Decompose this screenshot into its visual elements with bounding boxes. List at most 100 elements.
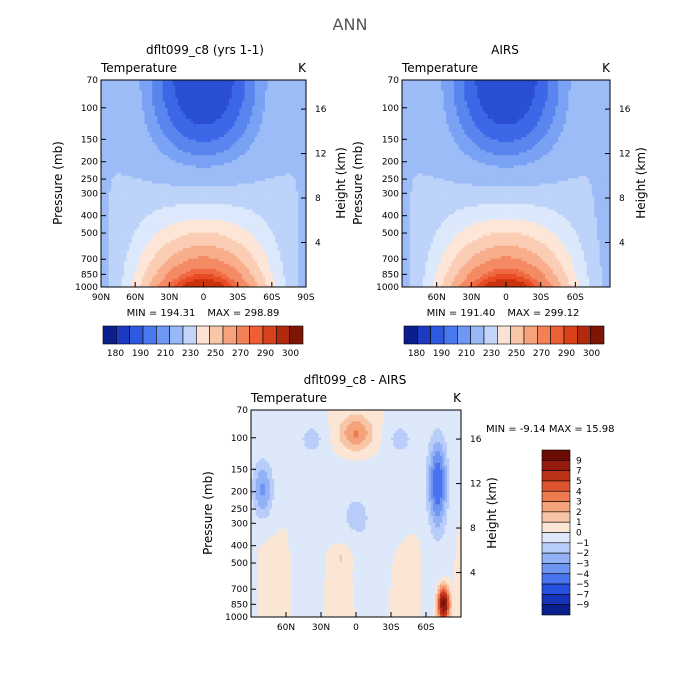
colorbar-label: 230 <box>182 349 199 359</box>
colorbar-swatch <box>541 521 571 533</box>
colorbar-swatch <box>510 325 525 345</box>
colorbar-swatch <box>497 325 511 345</box>
y-tick-label: 400 <box>81 212 98 222</box>
y-tick-label: 200 <box>81 158 98 168</box>
colorbar-swatch <box>563 325 578 345</box>
y-tick-label: 200 <box>382 158 399 168</box>
y-tick-label: 700 <box>81 255 98 265</box>
colorbar-label: 3 <box>576 498 582 508</box>
panel-model-units: K <box>298 61 307 75</box>
colorbar-label: −2 <box>576 549 589 559</box>
colorbar-label: 4 <box>576 487 582 497</box>
colorbar-label: 190 <box>132 349 149 359</box>
y-tick-label: 100 <box>231 434 248 444</box>
y-tick-label: 70 <box>388 76 400 86</box>
colorbar-swatch <box>541 460 571 471</box>
x-tick-label: 30S <box>532 293 549 303</box>
colorbar-swatch <box>541 604 571 616</box>
x-tick-label: 30N <box>462 293 480 303</box>
y-tick-label: 150 <box>231 465 248 475</box>
panel-obs-colorbar: 180 190 210 230 250 270 290 300 <box>403 325 605 359</box>
colorbar-label: −3 <box>576 559 589 569</box>
colorbar-swatch <box>276 325 290 345</box>
y-tick-label: 250 <box>382 175 399 185</box>
colorbar-swatch <box>541 511 571 523</box>
panel-model-title: dflt099_c8 (yrs 1-1) <box>146 43 264 57</box>
colorbar-swatch <box>209 325 224 345</box>
y2-tick-label: 16 <box>315 105 327 115</box>
colorbar-swatch <box>541 594 571 605</box>
x-tick-label: 60S <box>417 623 434 633</box>
panel-model: dflt099_c8 (yrs 1-1) Temperature K 70 100… <box>51 43 348 359</box>
colorbar-swatch <box>236 325 250 345</box>
colorbar-label: 0 <box>576 529 582 539</box>
colorbar-label: 250 <box>508 349 525 359</box>
y-tick-label: 1000 <box>225 613 248 623</box>
y-tick-label: 850 <box>231 600 248 610</box>
colorbar-swatch <box>289 325 304 345</box>
colorbar-swatch <box>541 583 571 595</box>
colorbar-label: 2 <box>576 508 582 518</box>
colorbar-swatch <box>541 532 571 544</box>
x-tick-label: 30S <box>382 623 399 633</box>
panel-model-variable: Temperature <box>100 61 177 75</box>
colorbar-swatch <box>541 449 571 461</box>
colorbar-label: 270 <box>232 349 249 359</box>
colorbar-label: 230 <box>483 349 500 359</box>
colorbar-swatch <box>550 325 565 345</box>
panel-obs-minmax: MIN = 191.40 MAX = 299.12 <box>427 308 580 319</box>
colorbar-label: 1 <box>576 518 582 528</box>
figure-title: ANN <box>333 15 368 34</box>
panel-diff-ylabel: Pressure (mb) <box>201 471 215 555</box>
panel-diff-units: K <box>453 391 462 405</box>
x-tick-label: 30N <box>160 293 178 303</box>
colorbar-swatch <box>142 325 157 345</box>
y-tick-label: 700 <box>382 255 399 265</box>
y-tick-label: 150 <box>382 135 399 145</box>
colorbar-swatch <box>541 501 571 513</box>
y-tick-label: 850 <box>382 270 399 280</box>
y2-tick-label: 12 <box>470 480 481 490</box>
panel-obs-title: AIRS <box>491 43 519 57</box>
colorbar-label: 300 <box>583 349 600 359</box>
y2-tick-label: 12 <box>315 150 326 160</box>
x-tick-label: 60N <box>428 293 446 303</box>
colorbar-swatch <box>590 325 605 345</box>
panel-obs: AIRS Temperature K 70 100 150 200 250 300 400 5… <box>351 43 648 359</box>
y2-tick-label: 16 <box>470 435 482 445</box>
colorbar-swatch <box>541 552 571 564</box>
panel-model-minmax: MIN = 194.31 MAX = 298.89 <box>127 308 280 319</box>
y-tick-label: 250 <box>231 505 248 515</box>
panel-obs-units: K <box>602 61 611 75</box>
y2-tick-label: 4 <box>470 569 476 579</box>
colorbar-label: 210 <box>157 349 174 359</box>
x-tick-label: 60N <box>126 293 144 303</box>
colorbar-swatch <box>196 325 210 345</box>
x-tick-label: 30N <box>312 623 330 633</box>
y2-tick-label: 8 <box>315 194 321 204</box>
panel-model-y2label: Height (km) <box>334 147 348 218</box>
colorbar-swatch <box>249 325 264 345</box>
y-tick-label: 500 <box>382 229 399 239</box>
colorbar-swatch <box>222 325 237 345</box>
colorbar-swatch <box>541 563 571 575</box>
panel-model-colorbar: 180 190 210 230 250 270 290 300 <box>102 325 304 359</box>
x-tick-label: 0 <box>201 293 207 303</box>
y-tick-label: 100 <box>382 104 399 114</box>
colorbar-swatch <box>102 325 117 345</box>
y-tick-label: 300 <box>81 189 98 199</box>
y-tick-label: 1000 <box>376 283 399 293</box>
colorbar-label: 290 <box>257 349 274 359</box>
y-tick-label: 500 <box>81 229 98 239</box>
colorbar-swatch <box>523 325 538 345</box>
colorbar-label: 210 <box>458 349 475 359</box>
colorbar-swatch <box>470 325 485 345</box>
y2-tick-label: 12 <box>619 150 630 160</box>
x-tick-label: 60N <box>277 623 295 633</box>
x-tick-label: 90S <box>297 293 314 303</box>
colorbar-swatch <box>537 325 551 345</box>
panel-obs-field <box>402 80 610 287</box>
x-tick-label: 60S <box>263 293 280 303</box>
panel-diff: dflt099_c8 - AIRS Temperature K 70100150… <box>201 373 615 633</box>
